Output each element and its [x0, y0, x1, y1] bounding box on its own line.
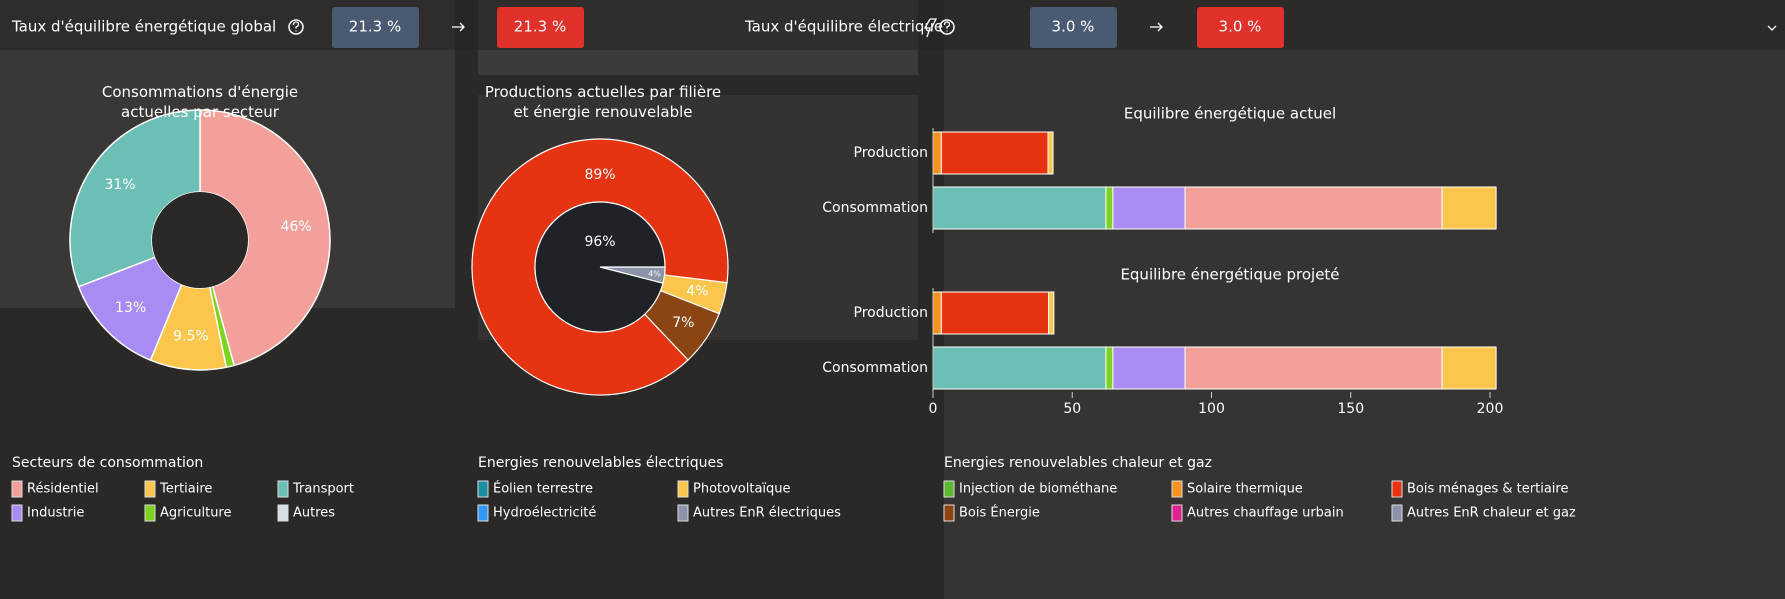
bar-segment: [932, 186, 1107, 230]
chart-title: Equilibre énergétique actuel: [1124, 105, 1336, 123]
legend-swatch[interactable]: [477, 480, 489, 498]
legend-swatch[interactable]: [144, 480, 156, 498]
legend-title: Energies renouvelables chaleur et gaz: [944, 455, 1212, 471]
x-tick-label: 200: [1477, 401, 1504, 417]
legend-swatch[interactable]: [11, 504, 23, 522]
legend-swatch[interactable]: [477, 504, 489, 522]
legend-label[interactable]: Autres: [293, 506, 335, 521]
legend-label[interactable]: Bois Énergie: [959, 505, 1040, 521]
rate-label: Taux d'équilibre électrique: [744, 18, 943, 36]
bar-segment: [940, 131, 1049, 175]
chart-title: Consommations d'énergie actuelles par se…: [101, 83, 299, 121]
legend-label[interactable]: Résidentiel: [27, 482, 99, 497]
legend-label[interactable]: Tertiaire: [159, 482, 212, 497]
current-box: [332, 7, 419, 48]
bar-segment: [1112, 346, 1186, 390]
projected-box: [497, 7, 584, 48]
bar-segment: [1047, 131, 1054, 175]
current-value: 21.3 %: [349, 18, 401, 36]
x-tick-label: 50: [1063, 401, 1081, 417]
current-box: [1030, 7, 1117, 48]
arrow-icon: [1150, 22, 1163, 32]
slice-label: 89%: [584, 167, 615, 183]
legend-label[interactable]: Bois ménages & tertiaire: [1407, 482, 1568, 497]
category-label: Consommation: [822, 360, 928, 376]
legend-label[interactable]: Transport: [292, 482, 354, 497]
top-bar: [0, 0, 1785, 50]
info-icon[interactable]: [288, 19, 304, 35]
legend-swatch[interactable]: [943, 480, 955, 498]
legend-label[interactable]: Autres chauffage urbain: [1187, 506, 1344, 521]
slice-label: 31%: [104, 177, 135, 193]
legend-label[interactable]: Éolien terrestre: [493, 481, 593, 497]
bar-segment: [1441, 186, 1497, 230]
panel: [944, 0, 1785, 599]
projected-value: 21.3 %: [514, 18, 566, 36]
legend-title: Secteurs de consommation: [12, 455, 203, 471]
legend-label[interactable]: Autres EnR électriques: [693, 506, 841, 521]
chart-title: Equilibre énergétique projeté: [1120, 266, 1339, 284]
legend-swatch[interactable]: [1171, 480, 1183, 498]
current-value: 3.0 %: [1052, 18, 1095, 36]
category-label: Production: [854, 305, 928, 321]
slice-label: 96%: [584, 234, 615, 250]
legend-swatch[interactable]: [677, 504, 689, 522]
projected-value: 3.0 %: [1219, 18, 1262, 36]
legend-swatch[interactable]: [677, 480, 689, 498]
bar-segment: [1441, 346, 1497, 390]
info-icon[interactable]: [939, 19, 955, 35]
legend-swatch[interactable]: [11, 480, 23, 498]
bolt-icon: [923, 18, 938, 38]
bar-segment: [940, 291, 1050, 335]
bar-segment: [1112, 186, 1186, 230]
bar-segment: [932, 291, 942, 335]
x-tick-label: 100: [1198, 401, 1225, 417]
slice-label: 4%: [686, 284, 708, 300]
legend-label[interactable]: Autres EnR chaleur et gaz: [1407, 506, 1576, 521]
legend-swatch[interactable]: [943, 504, 955, 522]
legend-label[interactable]: Injection de biométhane: [959, 482, 1117, 497]
rate-label: Taux d'équilibre énergétique global: [11, 18, 276, 36]
slice-label: 13%: [115, 300, 146, 316]
info-mark: [943, 21, 951, 32]
legend-label[interactable]: Industrie: [27, 506, 84, 521]
bar-segment: [1184, 186, 1443, 230]
arrow-icon: [452, 22, 465, 32]
x-tick-label: 0: [929, 401, 938, 417]
slice-label: 46%: [281, 219, 312, 235]
category-label: Consommation: [822, 200, 928, 216]
bar-segment: [1105, 346, 1114, 390]
info-mark: [292, 21, 300, 32]
legend-label[interactable]: Hydroélectricité: [493, 506, 596, 521]
legend-label[interactable]: Solaire thermique: [1187, 482, 1303, 497]
bar-segment: [932, 346, 1107, 390]
slice-label: 4%: [648, 269, 661, 278]
legend-swatch[interactable]: [144, 504, 156, 522]
bar-segment: [1105, 186, 1114, 230]
slice-label: 7%: [672, 315, 694, 331]
legend-title: Energies renouvelables électriques: [478, 455, 723, 471]
donut-hole: [152, 192, 248, 288]
projected-box: [1197, 7, 1284, 48]
x-tick-label: 150: [1337, 401, 1364, 417]
inner-slice: [534, 201, 666, 333]
category-label: Production: [854, 145, 928, 161]
legend-swatch[interactable]: [1391, 480, 1403, 498]
legend-swatch[interactable]: [1171, 504, 1183, 522]
legend-label[interactable]: Agriculture: [160, 506, 232, 521]
bar-segment: [932, 131, 942, 175]
bar-segment: [1048, 291, 1055, 335]
chart-title: Productions actuelles par filière et éne…: [484, 83, 722, 121]
bar-segment: [1184, 346, 1443, 390]
legend-label[interactable]: Photovoltaïque: [693, 482, 791, 497]
chevron[interactable]: [1767, 25, 1777, 31]
legend-swatch[interactable]: [277, 504, 289, 522]
legend-swatch[interactable]: [277, 480, 289, 498]
legend-swatch[interactable]: [1391, 504, 1403, 522]
slice-label: 9.5%: [173, 329, 209, 345]
